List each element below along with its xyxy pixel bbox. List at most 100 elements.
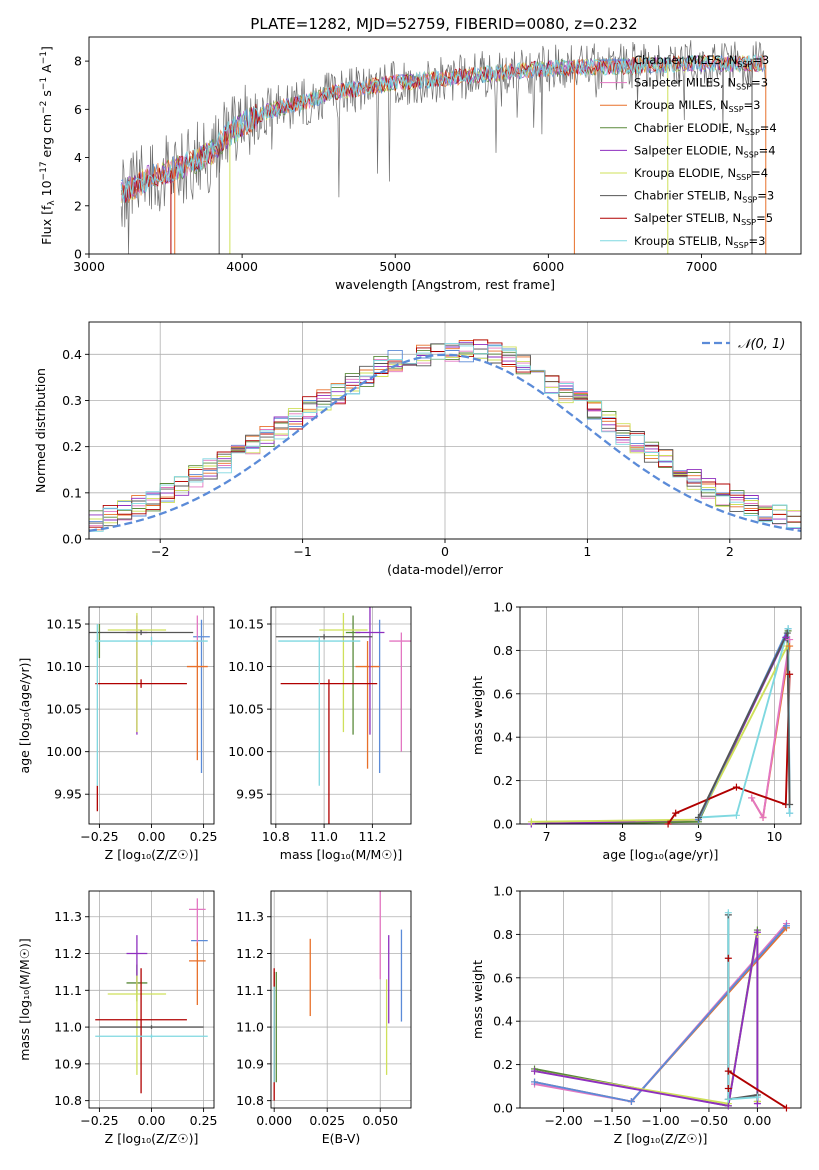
- weight-point-marker: [664, 820, 672, 828]
- x-tick-label: 0.00: [138, 829, 166, 844]
- y-tick-label: 0.8: [493, 927, 513, 942]
- y-tick-label: 0.4: [62, 347, 82, 362]
- y-tick-label: 10.00: [228, 744, 264, 759]
- legend-label-part: SSP: [736, 83, 751, 92]
- legend-label-part: =4: [751, 166, 768, 180]
- x-tick-label: 0.025: [309, 1113, 345, 1128]
- x-tick-label: 3000: [73, 259, 105, 274]
- y-tick-label: 11.0: [236, 1020, 264, 1035]
- weight-point-marker: [786, 670, 794, 678]
- x-tick-label: 0.050: [362, 1113, 398, 1128]
- weight-point-marker: [786, 636, 794, 644]
- y-tick-label: 0.6: [493, 970, 513, 985]
- y-tick-label: 10.15: [228, 617, 264, 632]
- legend-label-part: =3: [749, 234, 766, 248]
- legend-label-part: =4: [759, 143, 776, 157]
- figure-title: PLATE=1282, MJD=52759, FIBERID=0080, z=0…: [250, 15, 637, 33]
- y-tick-label: 0.6: [493, 686, 513, 701]
- plot-area: [120, 40, 767, 254]
- y-tick-label: 0.4: [493, 730, 513, 745]
- y-tick-label: 0.2: [493, 1057, 513, 1072]
- plot-area: [89, 612, 210, 812]
- legend-label: Chabrier ELODIE, NSSP=4: [634, 121, 777, 137]
- y-axis-label: age [log₁₀(age/yr)]: [17, 658, 32, 774]
- x-tick-label: 7: [543, 829, 551, 844]
- weight-point-marker: [782, 922, 790, 930]
- y-tick-label: 0.3: [62, 393, 82, 408]
- y-tick-label: 0.0: [493, 817, 513, 832]
- legend-label: Salpeter MILES, NSSP=3: [634, 76, 768, 92]
- x-axis-label: wavelength [Angstrom, rest frame]: [335, 277, 555, 292]
- legend-label-part: SSP: [729, 105, 744, 114]
- y-axis-label: mass [log₁₀(M/M☉)]: [17, 938, 32, 1060]
- weight-point-marker: [724, 1095, 732, 1103]
- y-tick-label: 11.2: [54, 946, 82, 961]
- y-tick-label: 0.2: [493, 773, 513, 788]
- x-tick-label: 0.00: [743, 1113, 771, 1128]
- y-tick-label: 10.9: [236, 1056, 264, 1071]
- x-axis-label: age [log₁₀(age/yr)]: [603, 847, 719, 862]
- residual-histogram-step: [89, 342, 801, 532]
- y-axis-label: mass weight: [470, 676, 485, 755]
- y-tick-label: 10.9: [54, 1056, 82, 1071]
- age-vs-metallicity-panel: −0.25 0.00 0.25 9.95 10.00 10.05 10.10 10.15 Z […: [17, 606, 218, 862]
- y-tick-label: 9.95: [236, 787, 264, 802]
- weight-point-marker: [748, 794, 756, 802]
- y-label-part: λ: [47, 200, 57, 206]
- x-tick-label: 0.25: [190, 1113, 218, 1128]
- y-tick-label: 0.4: [493, 1014, 513, 1029]
- y-axis-label: Flux [fλ 10−17 erg cm−2 s−1 A−1]: [39, 46, 57, 245]
- age-vs-mass-panel: 10.8 11.0 11.2 9.95 10.00 10.05 10.10 10.15 mass…: [228, 606, 412, 862]
- mass-weight-vs-metallicity-panel: −2.00 −1.50 −1.00 −0.50 0.00 0.0 0.2 0.4 0.6 0.8 1…: [470, 884, 802, 1146]
- weight-point-marker: [724, 1067, 732, 1075]
- legend-label: Kroupa ELODIE, NSSP=4: [634, 166, 768, 182]
- x-tick-label: −0.25: [80, 1113, 118, 1128]
- weight-point-marker: [724, 1084, 732, 1092]
- y-tick-label: 11.0: [54, 1020, 82, 1035]
- y-tick-label: 10.10: [228, 659, 264, 674]
- y-tick-label: 10.10: [46, 659, 82, 674]
- legend-label-part: Kroupa MILES, N: [634, 98, 729, 112]
- x-tick-label: 9: [694, 829, 702, 844]
- y-tick-label: 4: [74, 150, 82, 165]
- legend-label-part: Salpeter ELODIE, N: [634, 143, 744, 157]
- legend-label-part: =4: [760, 121, 777, 135]
- x-tick-label: 1: [583, 544, 591, 559]
- y-tick-label: 11.3: [54, 909, 82, 924]
- weight-series-line: [534, 931, 759, 1107]
- y-tick-label: 8: [74, 54, 82, 69]
- x-tick-label: 6000: [532, 259, 564, 274]
- legend-label-part: SSP: [737, 60, 752, 69]
- weight-point-marker: [527, 818, 535, 826]
- weight-point-marker: [782, 633, 790, 641]
- y-tick-label: 10.8: [236, 1093, 264, 1108]
- weight-point-marker: [786, 809, 794, 817]
- axes-frame: [519, 606, 802, 825]
- legend-label-part: SSP: [736, 173, 751, 182]
- legend-label-part: Salpeter MILES, N: [634, 76, 736, 90]
- legend-label: Salpeter ELODIE, NSSP=4: [634, 143, 776, 159]
- plot-area: [275, 607, 411, 824]
- x-tick-label: 10.8: [262, 829, 290, 844]
- y-tick-label: 0.0: [493, 1101, 513, 1116]
- x-tick-label: 2: [726, 544, 734, 559]
- x-axis-label: Z [log₁₀(Z/Z☉)]: [105, 847, 199, 862]
- weight-point-marker: [732, 783, 740, 791]
- y-label-part: −1: [39, 77, 49, 90]
- y-label-part: −17: [39, 161, 49, 180]
- weight-point-marker: [759, 813, 767, 821]
- x-tick-label: −0.50: [690, 1113, 728, 1128]
- weight-point-marker: [784, 625, 792, 633]
- weight-point-marker: [782, 1104, 790, 1112]
- weight-point-marker: [724, 954, 732, 962]
- mass-vs-reddening-panel: 0.000 0.025 0.050 10.8 10.9 11.0 11.1 11.2 11.3 E…: [236, 890, 412, 1146]
- legend-label: Kroupa STELIB, NSSP=3: [634, 234, 765, 250]
- y-tick-label: 2: [74, 198, 82, 213]
- y-label-part: ]: [39, 46, 54, 51]
- y-tick-label: 0.8: [493, 643, 513, 658]
- x-axis-label: mass [log₁₀(M/M☉)]: [280, 847, 402, 862]
- legend-label-part: =5: [756, 211, 773, 225]
- y-tick-label: 11.2: [236, 946, 264, 961]
- axes-frame: [270, 606, 412, 825]
